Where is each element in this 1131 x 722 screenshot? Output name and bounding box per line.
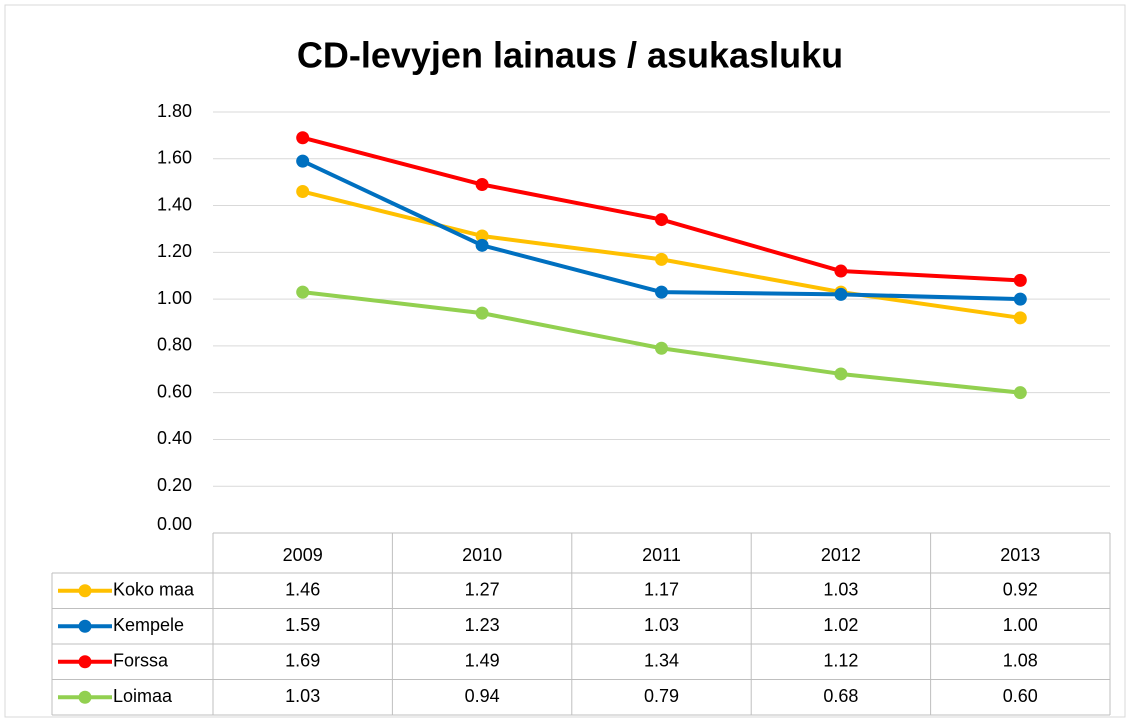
legend-label: Koko maa [113,580,195,600]
table-value: 1.59 [285,615,320,635]
series-marker [475,229,489,243]
table-value: 1.27 [465,580,500,600]
y-tick-label: 0.80 [157,335,192,355]
legend-key-marker [78,619,92,633]
y-tick-label: 1.00 [157,288,192,308]
series-marker [475,306,489,320]
table-value: 1.46 [285,580,320,600]
series-marker [296,185,310,199]
series-marker [655,341,668,355]
series-marker [834,367,848,381]
y-tick-label: 0.00 [157,514,192,534]
y-tick-label: 1.80 [157,101,192,121]
series-marker [296,154,310,168]
x-tick-label: 2009 [283,545,323,565]
legend-key-marker [78,690,92,704]
series-marker [834,264,848,278]
series-marker [296,285,310,299]
table-value: 1.03 [644,615,679,635]
table-value: 1.02 [823,615,858,635]
x-tick-label: 2013 [1000,545,1040,565]
series-marker [475,178,489,192]
table-value: 1.69 [285,651,320,671]
series-marker [655,252,668,266]
series-marker [655,285,668,299]
table-value: 1.12 [823,651,858,671]
series-marker [475,238,489,252]
series-marker [834,287,848,301]
series-marker [1013,311,1027,325]
table-value: 1.00 [1003,615,1038,635]
table-value: 1.17 [644,580,679,600]
legend-key-marker [78,655,92,669]
table-value: 1.34 [644,651,679,671]
table-value: 1.49 [465,651,500,671]
y-tick-label: 1.20 [157,241,192,261]
legend-label: Forssa [113,651,169,671]
table-value: 1.03 [823,580,858,600]
y-tick-label: 1.40 [157,194,192,214]
table-value: 0.68 [823,686,858,706]
series-marker [655,213,668,227]
table-value: 1.23 [465,615,500,635]
y-tick-label: 1.60 [157,148,192,168]
y-tick-label: 0.40 [157,428,192,448]
x-tick-label: 2010 [462,545,502,565]
table-value: 0.94 [465,686,500,706]
chart-border [4,4,1126,718]
y-tick-label: 0.20 [157,475,192,495]
legend-key-marker [78,584,92,598]
series-marker [1013,386,1027,400]
x-tick-label: 2011 [642,545,681,565]
table-value: 0.60 [1003,686,1038,706]
series-marker [296,131,310,145]
table-value: 1.08 [1003,651,1038,671]
series-marker [1013,292,1027,306]
table-value: 0.92 [1003,580,1038,600]
table-value: 1.03 [285,686,320,706]
y-tick-label: 0.60 [157,381,192,401]
series-marker [1013,273,1027,287]
legend-label: Loimaa [113,686,173,706]
chart-title: CD-levyjen lainaus / asukasluku [297,35,843,76]
x-tick-label: 2012 [821,545,861,565]
legend-label: Kempele [113,615,184,635]
table-value: 0.79 [644,686,679,706]
